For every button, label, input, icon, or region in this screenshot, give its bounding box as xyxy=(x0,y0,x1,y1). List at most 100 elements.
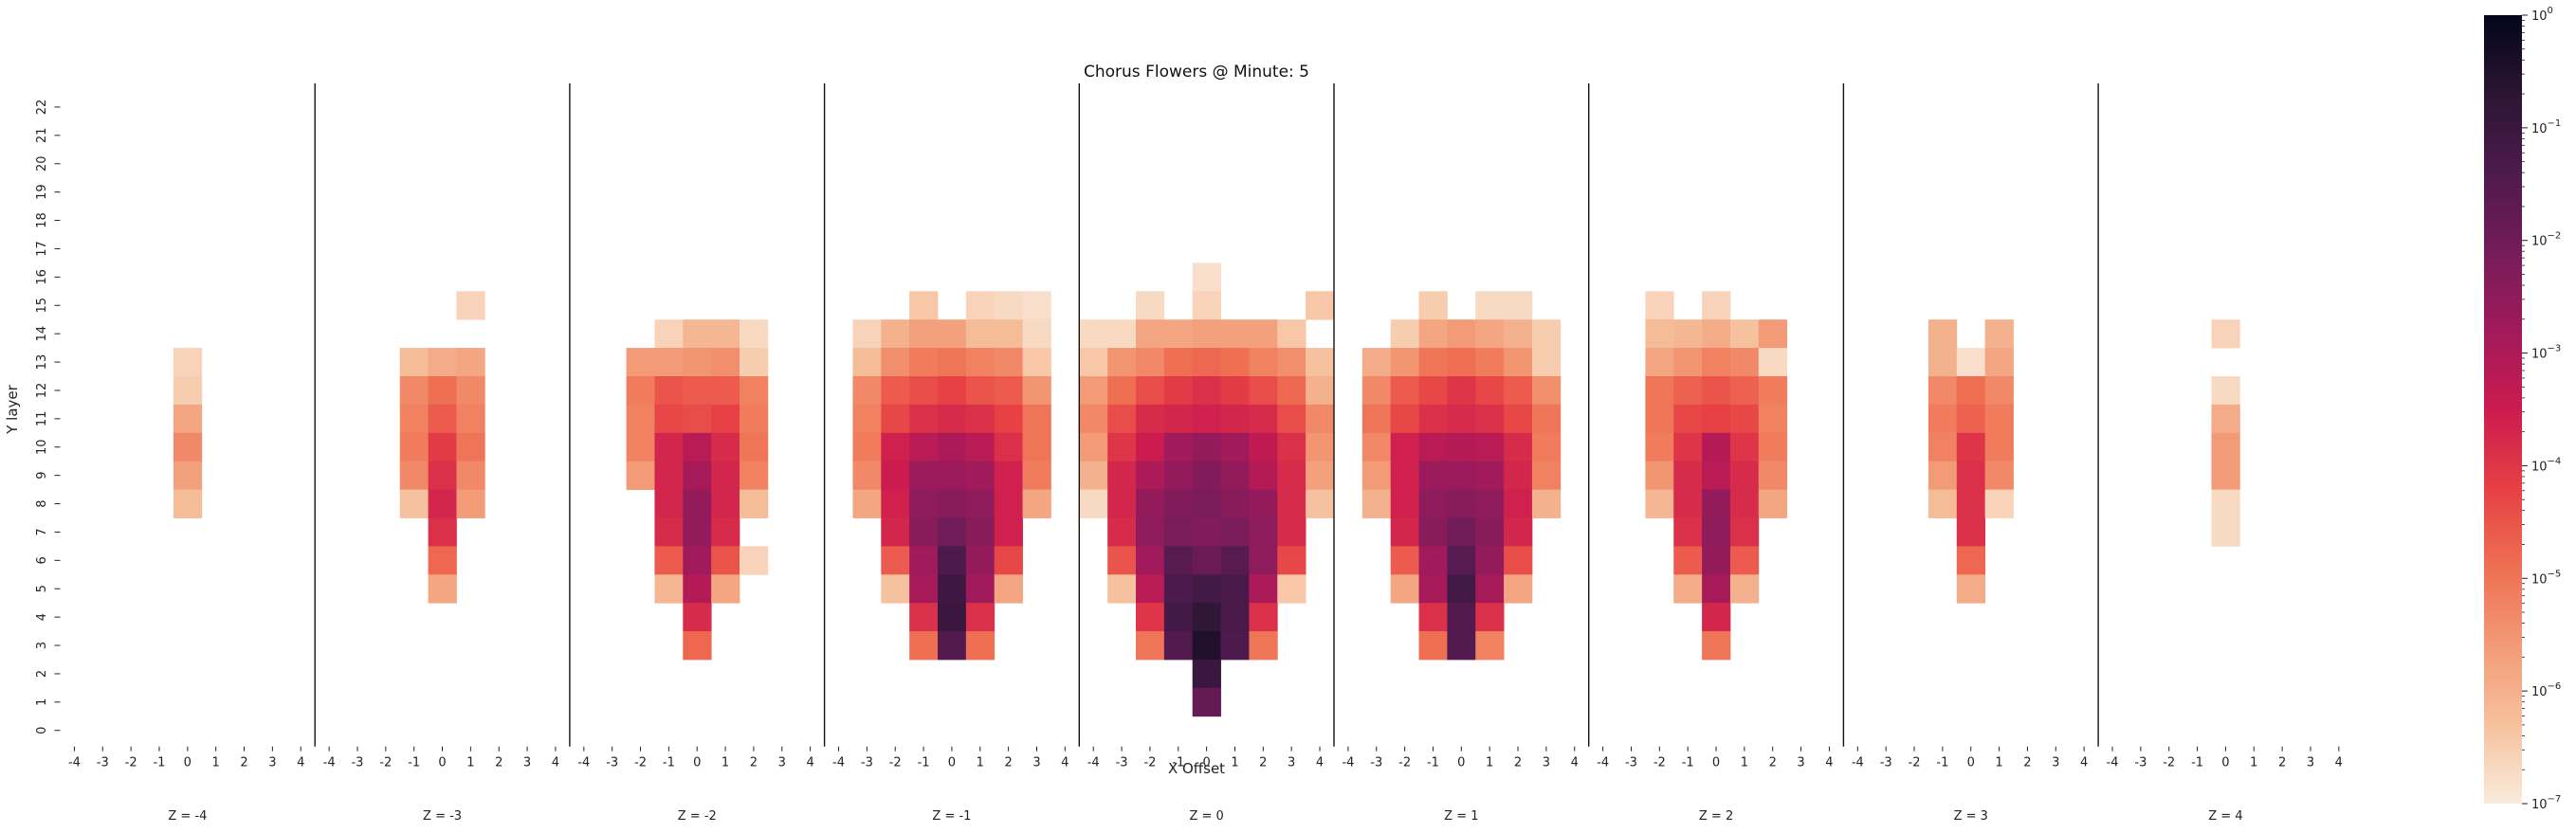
x-tick-label: 2 xyxy=(1259,756,1267,770)
heatmap-cell xyxy=(1192,660,1221,689)
heatmap-cell xyxy=(2211,461,2240,490)
x-tick-label: -1 xyxy=(918,756,930,770)
x-tick-label: 1 xyxy=(212,756,220,770)
heatmap-cell xyxy=(1390,404,1419,434)
heatmap-cell xyxy=(2211,376,2240,406)
x-tick-label: -3 xyxy=(606,756,618,770)
heatmap-cell xyxy=(881,432,910,462)
heatmap-cell xyxy=(909,348,939,377)
heatmap-cell xyxy=(173,376,203,406)
heatmap-cell xyxy=(654,489,684,518)
heatmap-cell xyxy=(683,376,712,406)
heatmap-cell xyxy=(1249,517,1278,547)
heatmap-cell xyxy=(1390,319,1419,349)
heatmap-cell xyxy=(1927,376,1958,406)
heatmap-cell xyxy=(683,546,712,575)
colorbar-tick-label: 10−3 xyxy=(2531,344,2561,362)
x-tick-label: 2 xyxy=(1004,756,1012,770)
heatmap-cell xyxy=(1277,348,1306,377)
heatmap-cell xyxy=(938,546,967,575)
heatmap-cell xyxy=(1390,432,1419,462)
heatmap-cell xyxy=(1475,603,1505,632)
heatmap-cell xyxy=(1390,348,1419,377)
heatmap-cell xyxy=(740,546,769,575)
heatmap-cell xyxy=(1475,631,1505,661)
heatmap-cell xyxy=(881,546,910,575)
y-tick-label: 10 xyxy=(35,439,49,455)
y-tick-label: 9 xyxy=(35,472,49,480)
heatmap-cell xyxy=(1673,348,1703,377)
y-tick-label: 20 xyxy=(35,155,49,172)
x-tick-label: -1 xyxy=(153,756,165,770)
y-tick-label: 1 xyxy=(35,698,49,706)
heatmap-cell xyxy=(1220,517,1250,547)
heatmap-cell xyxy=(1984,376,2014,406)
heatmap-cell xyxy=(965,376,996,406)
x-tick-label: -4 xyxy=(68,756,81,770)
heatmap-cell xyxy=(994,404,1023,434)
y-tick-label: 15 xyxy=(35,298,49,314)
heatmap-cell xyxy=(1107,348,1137,377)
heatmap-cell xyxy=(1249,319,1278,349)
heatmap-cell xyxy=(1702,376,1731,406)
x-tick-label: 2 xyxy=(495,756,502,770)
heatmap-cell xyxy=(1390,546,1419,575)
heatmap-cell xyxy=(1702,489,1731,518)
heatmap-cell xyxy=(1220,489,1250,518)
x-tick-label: 2 xyxy=(240,756,247,770)
x-tick-label: 4 xyxy=(1571,756,1579,770)
heatmap-cell xyxy=(1163,319,1194,349)
heatmap-cell xyxy=(938,348,967,377)
heatmap-cell xyxy=(740,319,769,349)
heatmap-cell xyxy=(1220,603,1250,632)
heatmap-cell xyxy=(456,461,485,490)
heatmap-cell xyxy=(1956,517,1986,547)
panel-label: Z = 0 xyxy=(1189,809,1223,824)
heatmap-cell xyxy=(938,376,967,406)
heatmap-cell xyxy=(456,348,485,377)
heatmap-cell xyxy=(1306,404,1335,434)
heatmap-cell xyxy=(711,319,740,349)
heatmap-cell xyxy=(456,404,485,434)
x-tick-label: -2 xyxy=(1653,756,1666,770)
y-tick-label: 3 xyxy=(35,642,49,649)
x-tick-label: 4 xyxy=(1316,756,1324,770)
heatmap-cell xyxy=(1192,461,1221,490)
heatmap-cell xyxy=(1136,432,1165,462)
y-tick-label: 11 xyxy=(35,411,49,427)
heatmap-cell xyxy=(965,291,996,320)
heatmap-cell xyxy=(1702,404,1731,434)
x-tick-label: -4 xyxy=(832,756,845,770)
heatmap-cell xyxy=(1220,319,1250,349)
heatmap-cell xyxy=(1418,291,1448,320)
heatmap-cell xyxy=(399,432,429,462)
heatmap-cell xyxy=(1390,461,1419,490)
heatmap-cell xyxy=(428,574,457,604)
heatmap-cell xyxy=(1447,404,1476,434)
heatmap-cell xyxy=(1163,376,1194,406)
colorbar-tick-label: 10−4 xyxy=(2531,456,2561,474)
x-tick-label: -4 xyxy=(1852,756,1864,770)
heatmap-cell xyxy=(1702,574,1731,604)
heatmap-cell xyxy=(1447,348,1476,377)
heatmap-cell xyxy=(1079,404,1108,434)
heatmap-cell xyxy=(740,489,769,518)
heatmap-cell xyxy=(1504,376,1533,406)
heatmap-cell xyxy=(1729,348,1760,377)
y-tick-label: 5 xyxy=(35,585,49,592)
heatmap-cell xyxy=(852,319,882,349)
heatmap-cell xyxy=(173,432,203,462)
heatmap-cell xyxy=(173,404,203,434)
x-tick-label: 1 xyxy=(1741,756,1748,770)
heatmap-cell xyxy=(1418,517,1448,547)
heatmap-cell xyxy=(1418,546,1448,575)
heatmap-cell xyxy=(1107,489,1137,518)
x-tick-label: -3 xyxy=(2134,756,2147,770)
x-tick-label: -1 xyxy=(1427,756,1439,770)
heatmap-cell xyxy=(1984,432,2014,462)
x-tick-label: -1 xyxy=(408,756,420,770)
y-tick-label: 21 xyxy=(35,128,49,144)
heatmap-cell xyxy=(1192,263,1221,292)
heatmap-cell xyxy=(654,461,684,490)
